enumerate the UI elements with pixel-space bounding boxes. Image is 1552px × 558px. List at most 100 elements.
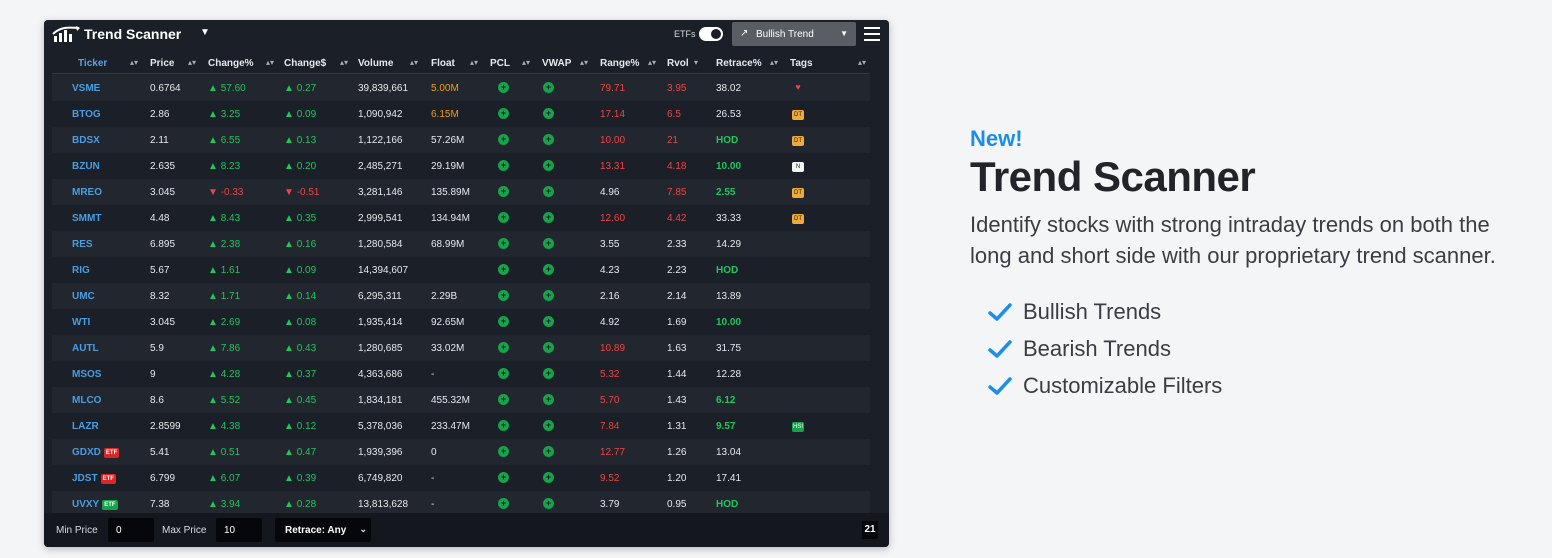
- table-row[interactable]: MSOS 9 ▲ 4.28 ▲ 0.37 4,363,686- + +5.32 1.44 12.…: [52, 361, 870, 387]
- tag-badge[interactable]: N: [792, 162, 804, 172]
- etf-toggle[interactable]: [699, 27, 723, 41]
- pcl-cell: +: [498, 316, 509, 327]
- max-price-input[interactable]: 10: [216, 518, 262, 542]
- table-row[interactable]: BTOG 2.86 ▲ 3.25 ▲ 0.09 1,090,942 6.15M + +17.1…: [52, 101, 870, 127]
- col-change-usd[interactable]: Change$: [284, 58, 327, 69]
- ticker-symbol[interactable]: RES: [72, 239, 93, 250]
- ticker-symbol[interactable]: MSOS: [72, 369, 102, 380]
- col-float[interactable]: Float: [431, 58, 455, 69]
- table-row[interactable]: UVXY ETF 7.38 ▲ 3.94 ▲ 0.28 13,813,628- + +3.79…: [52, 491, 870, 517]
- table-row[interactable]: SMMT 4.48 ▲ 8.43 ▲ 0.35 2,999,541 134.94M + +12…: [52, 205, 870, 231]
- sort-icon[interactable]: ▴▾: [470, 58, 479, 67]
- ticker-symbol[interactable]: UVXY: [72, 499, 100, 510]
- ticker-symbol[interactable]: BDSX: [72, 135, 100, 146]
- col-ticker[interactable]: Ticker: [78, 58, 108, 69]
- col-price[interactable]: Price: [150, 58, 175, 69]
- tag-badge[interactable]: HSI: [792, 422, 805, 432]
- ticker-cell[interactable]: RES: [72, 239, 93, 250]
- min-price-input[interactable]: 0: [108, 518, 154, 542]
- ticker-symbol[interactable]: RIG: [72, 265, 90, 276]
- hamburger-menu-icon[interactable]: [864, 27, 880, 41]
- ticker-symbol[interactable]: AUTL: [72, 343, 99, 354]
- sort-icon[interactable]: ▴▾: [188, 58, 197, 67]
- circle-check-icon: +: [543, 420, 554, 431]
- sort-icon[interactable]: ▴▾: [770, 58, 779, 67]
- sort-icon[interactable]: ▴▾: [266, 58, 275, 67]
- col-volume[interactable]: Volume: [358, 58, 394, 69]
- table-row[interactable]: BZUN 2.635 ▲ 8.23 ▲ 0.20 2,485,271 29.19M + +13…: [52, 153, 870, 179]
- change-usd-value: 0.12: [296, 421, 317, 432]
- arrow-up-icon: ▲: [284, 395, 294, 406]
- table-row[interactable]: RIG 5.67 ▲ 1.61 ▲ 0.09 14,394,607 + +4.23 2.23 H…: [52, 257, 870, 283]
- app-title[interactable]: Trend Scanner: [84, 26, 182, 42]
- vwap-cell: +: [543, 394, 554, 405]
- ticker-symbol[interactable]: JDST: [72, 473, 98, 484]
- trend-filter-select[interactable]: ↗ Bullish Trend ▼: [732, 22, 856, 46]
- ticker-cell[interactable]: AUTL: [72, 343, 99, 354]
- col-tags[interactable]: Tags: [790, 58, 813, 69]
- ticker-cell[interactable]: UMC: [72, 291, 95, 302]
- ticker-symbol[interactable]: LAZR: [72, 421, 99, 432]
- ticker-cell[interactable]: MREO: [72, 187, 102, 198]
- table-row[interactable]: MLCO 8.6 ▲ 5.52 ▲ 0.45 1,834,181 455.32M + +5.7…: [52, 387, 870, 413]
- ticker-cell[interactable]: BTOG: [72, 109, 101, 120]
- table-row[interactable]: WTI 3.045 ▲ 2.69 ▲ 0.08 1,935,414 92.65M + +4.9…: [52, 309, 870, 335]
- table-row[interactable]: MREO 3.045 ▼ -0.33 ▼ -0.51 3,281,146 135.89M +…: [52, 179, 870, 205]
- retrace-cell: HOD: [716, 265, 739, 276]
- ticker-symbol[interactable]: MREO: [72, 187, 102, 198]
- ticker-cell[interactable]: VSME: [72, 83, 100, 94]
- sort-icon[interactable]: ▴▾: [522, 58, 531, 67]
- col-rvol[interactable]: Rvol: [667, 58, 689, 69]
- col-vwap[interactable]: VWAP: [542, 58, 572, 69]
- table-row[interactable]: AUTL 5.9 ▲ 7.86 ▲ 0.43 1,280,685 33.02M + +10.8…: [52, 335, 870, 361]
- tag-badge[interactable]: DT: [792, 188, 804, 198]
- ticker-symbol[interactable]: UMC: [72, 291, 95, 302]
- table-row[interactable]: UMC 8.32 ▲ 1.71 ▲ 0.14 6,295,311 2.29B + +2.16 2…: [52, 283, 870, 309]
- sort-icon[interactable]: ▴▾: [410, 58, 419, 67]
- ticker-cell[interactable]: WTI: [72, 317, 90, 328]
- retrace-select[interactable]: Retrace: Any ⌄: [275, 518, 371, 542]
- ticker-cell[interactable]: BZUN: [72, 161, 100, 172]
- ticker-cell[interactable]: MLCO: [72, 395, 101, 406]
- ticker-cell[interactable]: LAZR: [72, 421, 99, 432]
- change-usd-cell: ▲ 0.28: [284, 499, 316, 510]
- ticker-cell[interactable]: BDSX: [72, 135, 100, 146]
- tag-badge[interactable]: ♥: [795, 82, 801, 92]
- table-row[interactable]: JDST ETF 6.799 ▲ 6.07 ▲ 0.39 6,749,820- + +9.52…: [52, 465, 870, 491]
- ticker-symbol[interactable]: MLCO: [72, 395, 102, 406]
- table-row[interactable]: LAZR 2.8599 ▲ 4.38 ▲ 0.12 5,378,036 233.47M + +…: [52, 413, 870, 439]
- sort-icon[interactable]: ▴▾: [648, 58, 657, 67]
- table-row[interactable]: VSME 0.6764 ▲ 57.60 ▲ 0.27 39,839,661 5.00M + +…: [52, 75, 870, 101]
- chevron-down-icon[interactable]: ▼: [200, 27, 210, 38]
- ticker-symbol[interactable]: SMMT: [72, 213, 102, 224]
- range-cell: 4.23: [600, 265, 620, 276]
- sort-desc-icon[interactable]: ▾: [694, 58, 699, 67]
- col-pcl[interactable]: PCL: [490, 58, 510, 69]
- ticker-cell[interactable]: JDST ETF: [72, 473, 116, 484]
- retrace-cell: 38.02: [716, 83, 742, 94]
- ticker-symbol[interactable]: BZUN: [72, 161, 100, 172]
- ticker-symbol[interactable]: WTI: [72, 317, 91, 328]
- sort-icon[interactable]: ▴▾: [340, 58, 349, 67]
- col-range[interactable]: Range%: [600, 58, 640, 69]
- ticker-cell[interactable]: UVXY ETF: [72, 499, 118, 510]
- ticker-cell[interactable]: GDXD ETF: [72, 447, 120, 458]
- sort-icon[interactable]: ▴▾: [130, 58, 139, 67]
- tag-badge[interactable]: DT: [792, 110, 804, 120]
- col-retrace[interactable]: Retrace%: [716, 58, 762, 69]
- ticker-symbol[interactable]: BTOG: [72, 109, 101, 120]
- table-row[interactable]: RES 6.895 ▲ 2.38 ▲ 0.16 1,280,584 68.99M + +3.5…: [52, 231, 870, 257]
- table-row[interactable]: BDSX 2.11 ▲ 6.55 ▲ 0.13 1,122,166 57.26M + +10.…: [52, 127, 870, 153]
- sort-icon[interactable]: ▴▾: [858, 58, 867, 67]
- ticker-cell[interactable]: SMMT: [72, 213, 101, 224]
- arrow-up-icon: ▲: [284, 239, 294, 250]
- tag-badge[interactable]: DT: [792, 214, 804, 224]
- table-row[interactable]: GDXD ETF 5.41 ▲ 0.51 ▲ 0.47 1,939,396 0 + +12.77…: [52, 439, 870, 465]
- ticker-symbol[interactable]: VSME: [72, 83, 101, 94]
- sort-icon[interactable]: ▴▾: [580, 58, 589, 67]
- tag-badge[interactable]: DT: [792, 136, 804, 146]
- col-change-pct[interactable]: Change%: [208, 58, 254, 69]
- ticker-cell[interactable]: MSOS: [72, 369, 101, 380]
- ticker-cell[interactable]: RIG: [72, 265, 90, 276]
- ticker-symbol[interactable]: GDXD: [72, 447, 101, 458]
